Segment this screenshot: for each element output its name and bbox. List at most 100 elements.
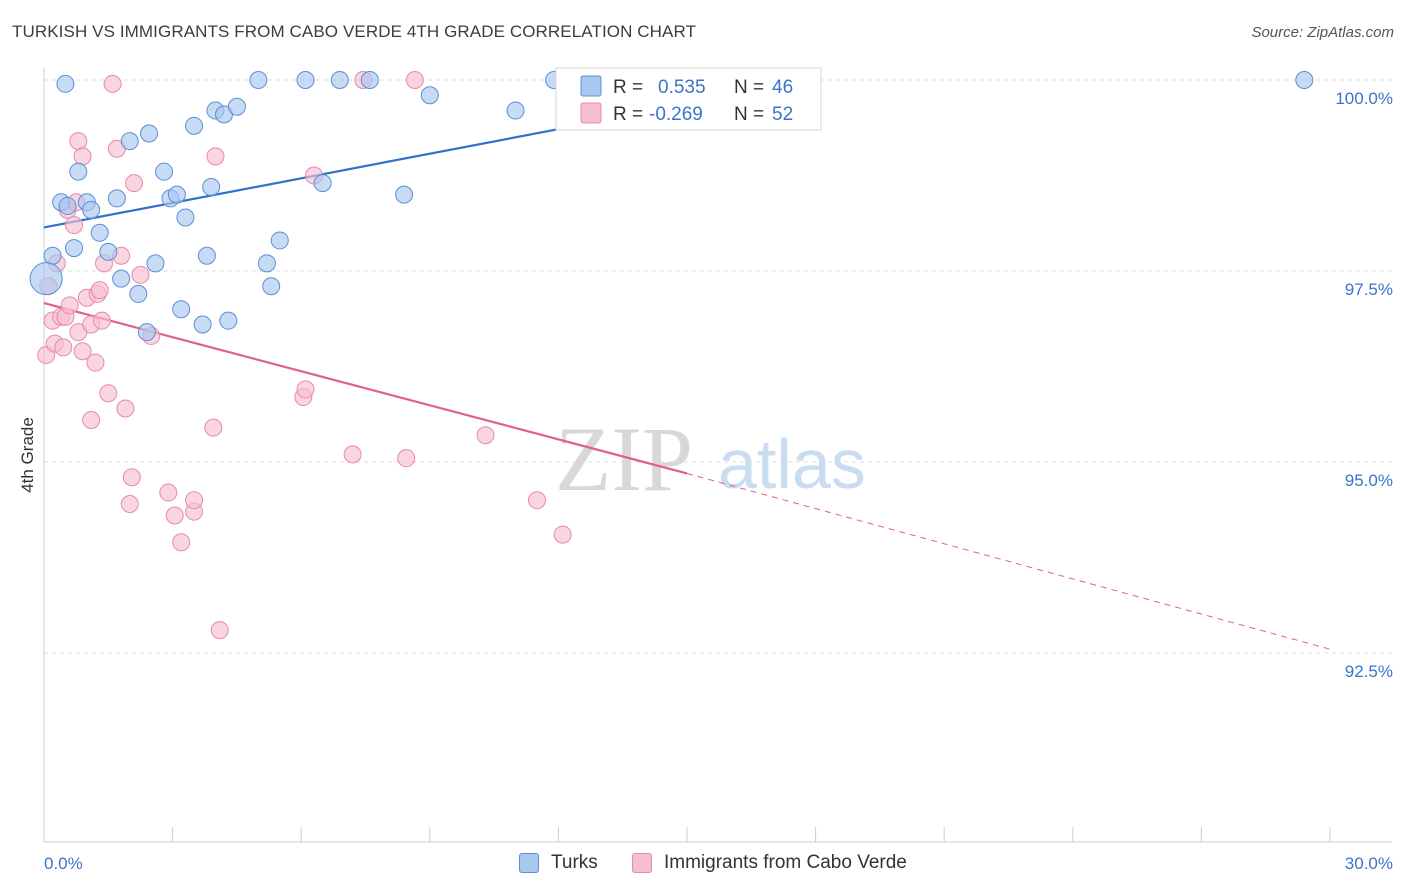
point-turks (82, 200, 101, 219)
x-tick-label-min: 0.0% (44, 854, 83, 873)
point-turks (176, 208, 195, 227)
point-cabo-verde (165, 506, 184, 525)
legend-r-value-cabo-verde: -0.269 (649, 104, 703, 125)
point-turks (360, 71, 379, 89)
point-turks (129, 284, 148, 303)
point-cabo-verde (92, 311, 111, 330)
y-axis-title: 4th Grade (18, 417, 37, 493)
point-turks (65, 239, 84, 258)
point-turks (249, 71, 268, 89)
legend-swatch-turks-bottom (519, 853, 539, 873)
point-turks (219, 311, 238, 330)
point-turks (185, 116, 204, 135)
trend-lines (43, 78, 1331, 650)
point-cabo-verde (73, 147, 92, 166)
point-cabo-verde (159, 483, 178, 502)
legend-n-label: N = (734, 77, 764, 98)
legend-item-cabo-verde: Immigrants from Cabo Verde (632, 852, 907, 874)
point-turks (99, 242, 118, 261)
point-turks (227, 97, 246, 116)
legend-r-label: R = (613, 77, 643, 98)
point-turks (112, 269, 131, 288)
point-turks (1295, 71, 1314, 89)
point-turks (69, 162, 88, 181)
legend-label-turks: Turks (551, 852, 598, 873)
point-cabo-verde (82, 410, 101, 429)
y-tick-label: 100.0% (1335, 89, 1393, 108)
point-turks (120, 132, 139, 151)
point-turks (146, 254, 165, 273)
point-cabo-verde (54, 338, 73, 357)
trend-line-cabo-verde-extrapolated (686, 472, 1331, 650)
point-turks (313, 174, 332, 193)
point-turks (56, 74, 75, 93)
point-turks (58, 197, 77, 216)
legend-n-value-turks: 46 (772, 77, 793, 98)
y-tick-label: 97.5% (1345, 280, 1393, 299)
point-cabo-verde (476, 426, 495, 445)
point-turks (330, 71, 349, 89)
legend-n-value-cabo-verde: 52 (772, 104, 793, 125)
legend-label-cabo-verde: Immigrants from Cabo Verde (664, 852, 907, 873)
legend-swatch-turks (580, 75, 602, 97)
point-turks (167, 185, 186, 204)
point-turks (43, 246, 62, 265)
axes (43, 68, 1392, 843)
point-turks (107, 189, 126, 208)
point-cabo-verde (397, 449, 416, 468)
point-turks (193, 315, 212, 334)
legend-swatch-cabo-verde-bottom (632, 853, 652, 873)
source-credit: Source: ZipAtlas.com (1251, 24, 1394, 41)
point-cabo-verde (69, 132, 88, 151)
point-cabo-verde (210, 621, 229, 640)
legend-n-label-2: N = (734, 104, 764, 125)
point-turks (155, 162, 174, 181)
point-turks (296, 71, 315, 89)
point-cabo-verde (296, 380, 315, 399)
point-cabo-verde (90, 281, 109, 300)
chart-title: TURKISH VS IMMIGRANTS FROM CABO VERDE 4T… (12, 22, 697, 41)
point-cabo-verde (116, 399, 135, 418)
data-points (29, 71, 1314, 640)
point-turks (197, 246, 216, 265)
y-tick-label: 95.0% (1345, 471, 1393, 490)
point-cabo-verde (120, 495, 139, 514)
point-cabo-verde (204, 418, 223, 437)
y-tick-label: 92.5% (1345, 662, 1393, 681)
point-turks (395, 185, 414, 204)
point-cabo-verde (86, 353, 105, 372)
point-cabo-verde (99, 384, 118, 403)
point-cabo-verde (103, 74, 122, 93)
grid-lines (44, 79, 1392, 654)
point-turks (270, 231, 289, 250)
point-cabo-verde (172, 533, 191, 552)
point-cabo-verde (527, 491, 546, 510)
point-turks (420, 86, 439, 105)
point-turks (172, 300, 191, 319)
point-turks (137, 323, 156, 342)
point-turks (140, 124, 159, 143)
legend-item-turks: Turks (519, 852, 598, 874)
stats-legend: R = 0.535 N = 46 R = -0.269 N = 52 (555, 67, 822, 131)
point-cabo-verde (60, 296, 79, 315)
legend-swatch-cabo-verde (580, 102, 602, 124)
point-turks (257, 254, 276, 273)
watermark-atlas: atlas (718, 425, 866, 503)
legend-r-value-turks: 0.535 (658, 77, 706, 98)
point-cabo-verde (206, 147, 225, 166)
point-turks (202, 177, 221, 196)
point-cabo-verde (73, 342, 92, 361)
point-cabo-verde (122, 468, 141, 487)
x-tick-label-max: 30.0% (1345, 854, 1393, 873)
legend-r-label-2: R = (613, 104, 643, 125)
point-cabo-verde (553, 525, 572, 544)
point-turks (262, 277, 281, 296)
point-cabo-verde (65, 216, 84, 235)
point-turks (29, 262, 63, 296)
y-tick-labels: 100.0% 97.5% 95.0% 92.5% (1335, 89, 1393, 681)
point-cabo-verde (185, 491, 204, 510)
watermark-zip: ZIP (555, 408, 693, 510)
point-cabo-verde (405, 71, 424, 89)
point-turks (90, 223, 109, 242)
